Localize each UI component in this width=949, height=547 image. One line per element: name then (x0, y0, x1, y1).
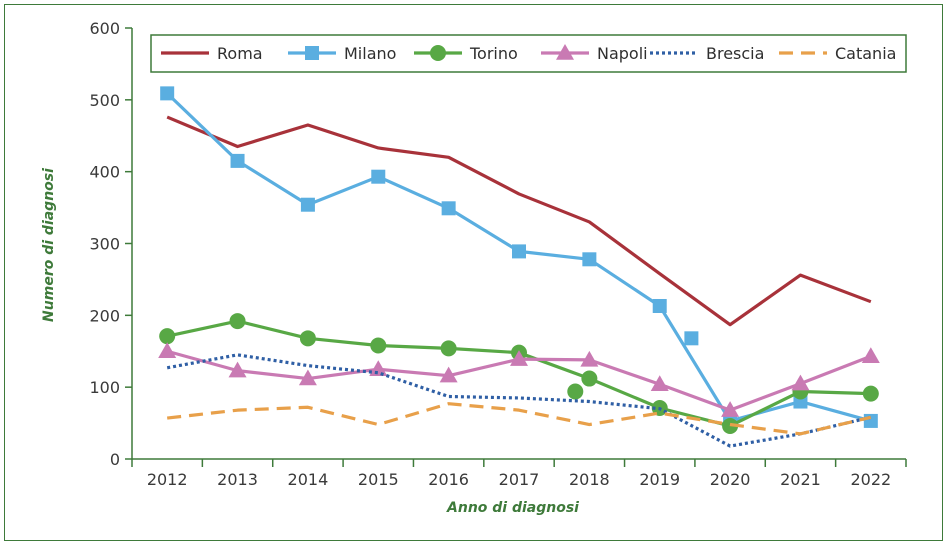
data-point-napoli (510, 350, 528, 366)
data-point-torino (299, 330, 316, 347)
legend-marker-torino (430, 45, 446, 61)
x-tick-label: 2021 (780, 470, 821, 489)
data-point-milano (230, 153, 245, 168)
legend-label-catania: Catania (835, 44, 896, 63)
y-tick-label: 0 (110, 450, 120, 469)
x-tick-label: 2015 (358, 470, 399, 489)
data-point-torino (862, 385, 879, 402)
data-point-napoli (721, 401, 740, 417)
x-tick-label: 2012 (147, 470, 188, 489)
legend-item-milano: Milano (288, 44, 396, 63)
y-tick-label: 600 (89, 19, 120, 38)
legend-item-torino: Torino (414, 44, 518, 63)
series-brescia (166, 353, 872, 448)
data-point-milano (652, 298, 667, 313)
data-point-napoli (650, 375, 669, 392)
legend-marker-napoli (556, 44, 574, 60)
y-tick-label: 200 (89, 306, 120, 325)
data-point-milano (684, 331, 699, 346)
axes: 0 100 200 300 400 500 600 2012 2013 2014 2015 2016 2… (89, 19, 907, 489)
legend-item-napoli: Napoli (541, 44, 648, 63)
data-point-milano (582, 252, 597, 267)
series-line-catania (167, 402, 872, 436)
x-tick-label: 2019 (639, 470, 680, 489)
data-point-milano (160, 86, 175, 101)
series-catania (167, 402, 872, 436)
x-tick-label: 2013 (217, 470, 258, 489)
series-line-roma (166, 115, 872, 327)
data-point-napoli (298, 369, 317, 386)
series-napoli (158, 342, 880, 417)
legend-label-napoli: Napoli (597, 44, 648, 63)
y-tick-label: 300 (89, 235, 120, 254)
series-roma (166, 115, 872, 327)
data-point-napoli (580, 350, 599, 367)
data-point-torino (159, 328, 176, 345)
series-layer (158, 86, 880, 448)
y-axis-title: Numero di diagnosi (41, 168, 57, 322)
x-tick-label: 2020 (710, 470, 751, 489)
legend-item-catania: Catania (779, 44, 896, 63)
data-point-napoli (228, 361, 247, 378)
y-tick-label: 100 (89, 378, 120, 397)
x-tick-label: 2014 (288, 470, 329, 489)
y-tick-label: 500 (89, 91, 120, 110)
data-point-torino (370, 337, 387, 354)
y-tick-label: 400 (89, 163, 120, 182)
data-point-torino (567, 383, 584, 400)
data-point-torino (229, 313, 246, 330)
series-line-brescia (166, 353, 872, 448)
legend-item-roma: Roma (161, 44, 263, 63)
data-point-milano (441, 201, 456, 216)
data-point-napoli (369, 360, 388, 376)
data-point-napoli (158, 342, 177, 358)
data-point-milano (300, 197, 315, 212)
data-point-torino (440, 340, 457, 357)
data-point-milano (512, 244, 526, 259)
legend-label-torino: Torino (469, 44, 518, 63)
legend-label-brescia: Brescia (706, 44, 764, 63)
x-tick-label: 2022 (850, 470, 891, 489)
legend-label-milano: Milano (344, 44, 396, 63)
x-tick-label: 2018 (569, 470, 610, 489)
data-point-milano (863, 413, 878, 428)
x-tick-label: 2016 (428, 470, 469, 489)
legend-item-brescia: Brescia (650, 44, 764, 63)
legend-marker-milano (305, 46, 319, 60)
data-point-napoli (861, 347, 880, 364)
data-point-milano (371, 169, 386, 184)
data-point-torino (581, 370, 598, 387)
data-point-napoli (439, 366, 458, 383)
data-point-napoli (791, 374, 810, 391)
x-tick-label: 2017 (499, 470, 540, 489)
legend-label-roma: Roma (217, 44, 263, 63)
x-axis-title: Anno di diagnosi (446, 500, 579, 516)
legend: Roma Milano Torino Napoli Brescia Catania (150, 34, 907, 73)
